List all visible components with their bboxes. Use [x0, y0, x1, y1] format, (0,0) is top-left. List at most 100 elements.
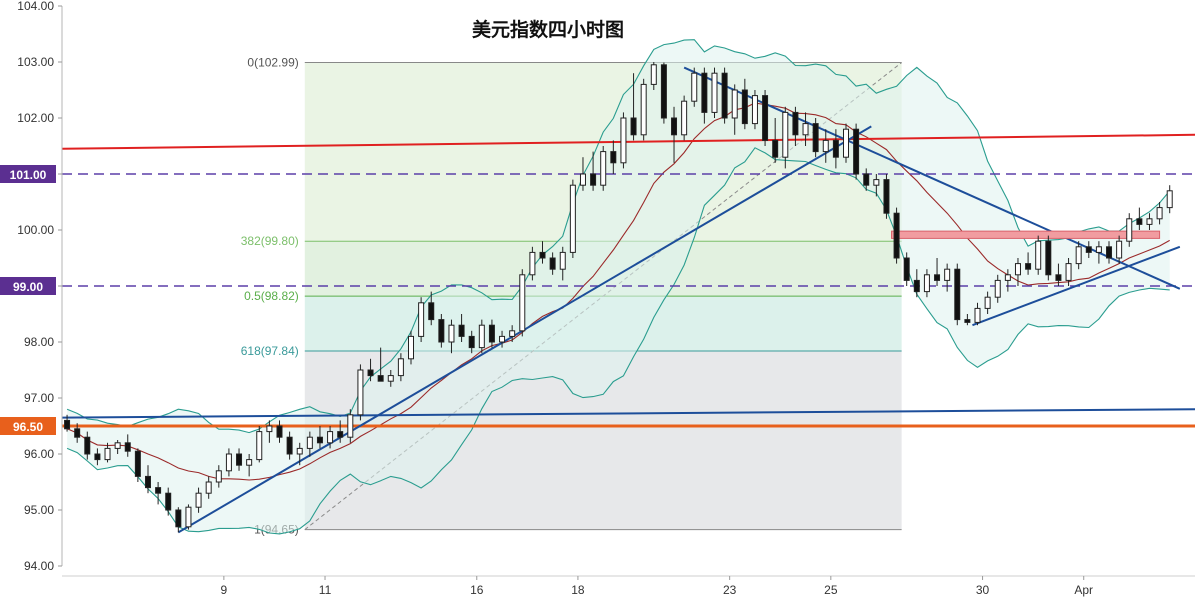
- candle-body: [185, 506, 192, 528]
- candle-body: [387, 375, 394, 382]
- candle-body: [620, 117, 627, 164]
- candle-body: [893, 212, 900, 259]
- candle-body: [1116, 240, 1123, 259]
- candle-body: [134, 450, 141, 477]
- candle-body: [519, 274, 526, 332]
- candle-body: [468, 335, 475, 349]
- bollinger-lower: [66, 147, 1170, 535]
- candle-body: [711, 72, 718, 113]
- chart-title: 美元指数四小时图: [472, 18, 624, 41]
- resistance-zone: [891, 230, 1161, 239]
- candle-body: [1025, 263, 1032, 270]
- fib-level-label: 382(99.80): [241, 234, 299, 248]
- candle-body: [1014, 263, 1021, 276]
- candle-body: [478, 324, 485, 349]
- candle-body: [610, 151, 617, 164]
- candle-body: [944, 268, 951, 281]
- candle-body: [357, 369, 364, 416]
- candle-body: [741, 89, 748, 125]
- candle-body: [1156, 207, 1163, 220]
- candle-body: [772, 139, 779, 158]
- candle-body: [994, 279, 1001, 298]
- candle-body: [428, 302, 435, 321]
- candle-body: [923, 274, 930, 293]
- candle-body: [549, 257, 556, 270]
- candle-body: [165, 492, 172, 511]
- x-tick-label: 9: [221, 583, 228, 597]
- candle-body: [873, 179, 880, 186]
- candle-body: [529, 251, 536, 276]
- candle-body: [832, 139, 839, 158]
- fib-level-label: 618(97.84): [241, 344, 299, 358]
- candle-body: [913, 279, 920, 293]
- candle-body: [367, 369, 374, 377]
- price-badge: [0, 277, 56, 295]
- price-badges: 101.00 99.00 96.50: [0, 165, 56, 435]
- candle-body: [903, 257, 910, 281]
- candle-body: [337, 431, 344, 438]
- candle-body: [1075, 246, 1082, 265]
- candle-body: [458, 324, 465, 337]
- candle-body: [1045, 240, 1052, 276]
- x-tick-label: 11: [319, 583, 332, 597]
- price-badge: [0, 165, 56, 183]
- candle-body: [569, 184, 576, 253]
- y-tick-label: 96.00: [24, 447, 54, 461]
- candle-body: [579, 173, 586, 186]
- bollinger-bands: [66, 39, 1171, 535]
- candle-body: [377, 375, 384, 382]
- candle-body: [286, 436, 293, 455]
- candle-body: [1126, 218, 1133, 242]
- candle-body: [1136, 218, 1143, 225]
- candle-body: [124, 442, 131, 452]
- candle-body: [84, 436, 91, 455]
- bollinger-fill: [67, 39, 1170, 534]
- candle-body: [195, 492, 202, 508]
- candle-body: [144, 475, 151, 489]
- candle-body: [964, 319, 971, 323]
- candle-body: [114, 442, 121, 449]
- x-tick-label: 16: [470, 583, 484, 597]
- red-trend-line: [61, 133, 1195, 150]
- candle-body: [347, 414, 354, 438]
- candle-body: [1004, 274, 1011, 281]
- candle-body: [701, 72, 708, 113]
- candle-body: [64, 419, 71, 430]
- candle-body: [954, 268, 961, 321]
- candle-body: [408, 335, 415, 360]
- candle-body: [539, 251, 546, 259]
- candle-body: [691, 72, 698, 102]
- y-tick-label: 97.00: [24, 391, 54, 405]
- candle-body: [782, 111, 789, 158]
- candle-body: [650, 64, 657, 85]
- candle-body: [792, 111, 799, 136]
- candle-body: [842, 128, 849, 158]
- candle-body: [934, 274, 941, 281]
- candle-body: [559, 251, 566, 270]
- candle-body: [509, 330, 516, 337]
- candle-body: [671, 117, 678, 136]
- candle-body: [812, 123, 819, 153]
- y-tick-label: 95.00: [24, 503, 54, 517]
- candle-body: [883, 179, 890, 214]
- candle-body: [802, 123, 809, 136]
- candle-body: [104, 447, 111, 461]
- moving-average: [66, 102, 1170, 481]
- candle-body: [296, 447, 303, 455]
- candle-body: [731, 89, 738, 119]
- fib-level-label: 0.5(98.82): [244, 289, 299, 303]
- x-tick-label: 30: [976, 583, 990, 597]
- candle-body: [853, 128, 860, 175]
- candle-body: [600, 151, 607, 186]
- price-badge-label: 101.00: [10, 168, 47, 182]
- candle-body: [1166, 190, 1173, 209]
- candle-body: [590, 173, 597, 186]
- x-tick-label: 18: [571, 583, 585, 597]
- price-badge: [0, 417, 56, 435]
- candle-body: [306, 436, 313, 449]
- blue-horizontal-trend-line: [61, 408, 1195, 419]
- candle-body: [721, 72, 728, 119]
- candle-body: [1085, 246, 1092, 253]
- candle-body: [681, 100, 688, 136]
